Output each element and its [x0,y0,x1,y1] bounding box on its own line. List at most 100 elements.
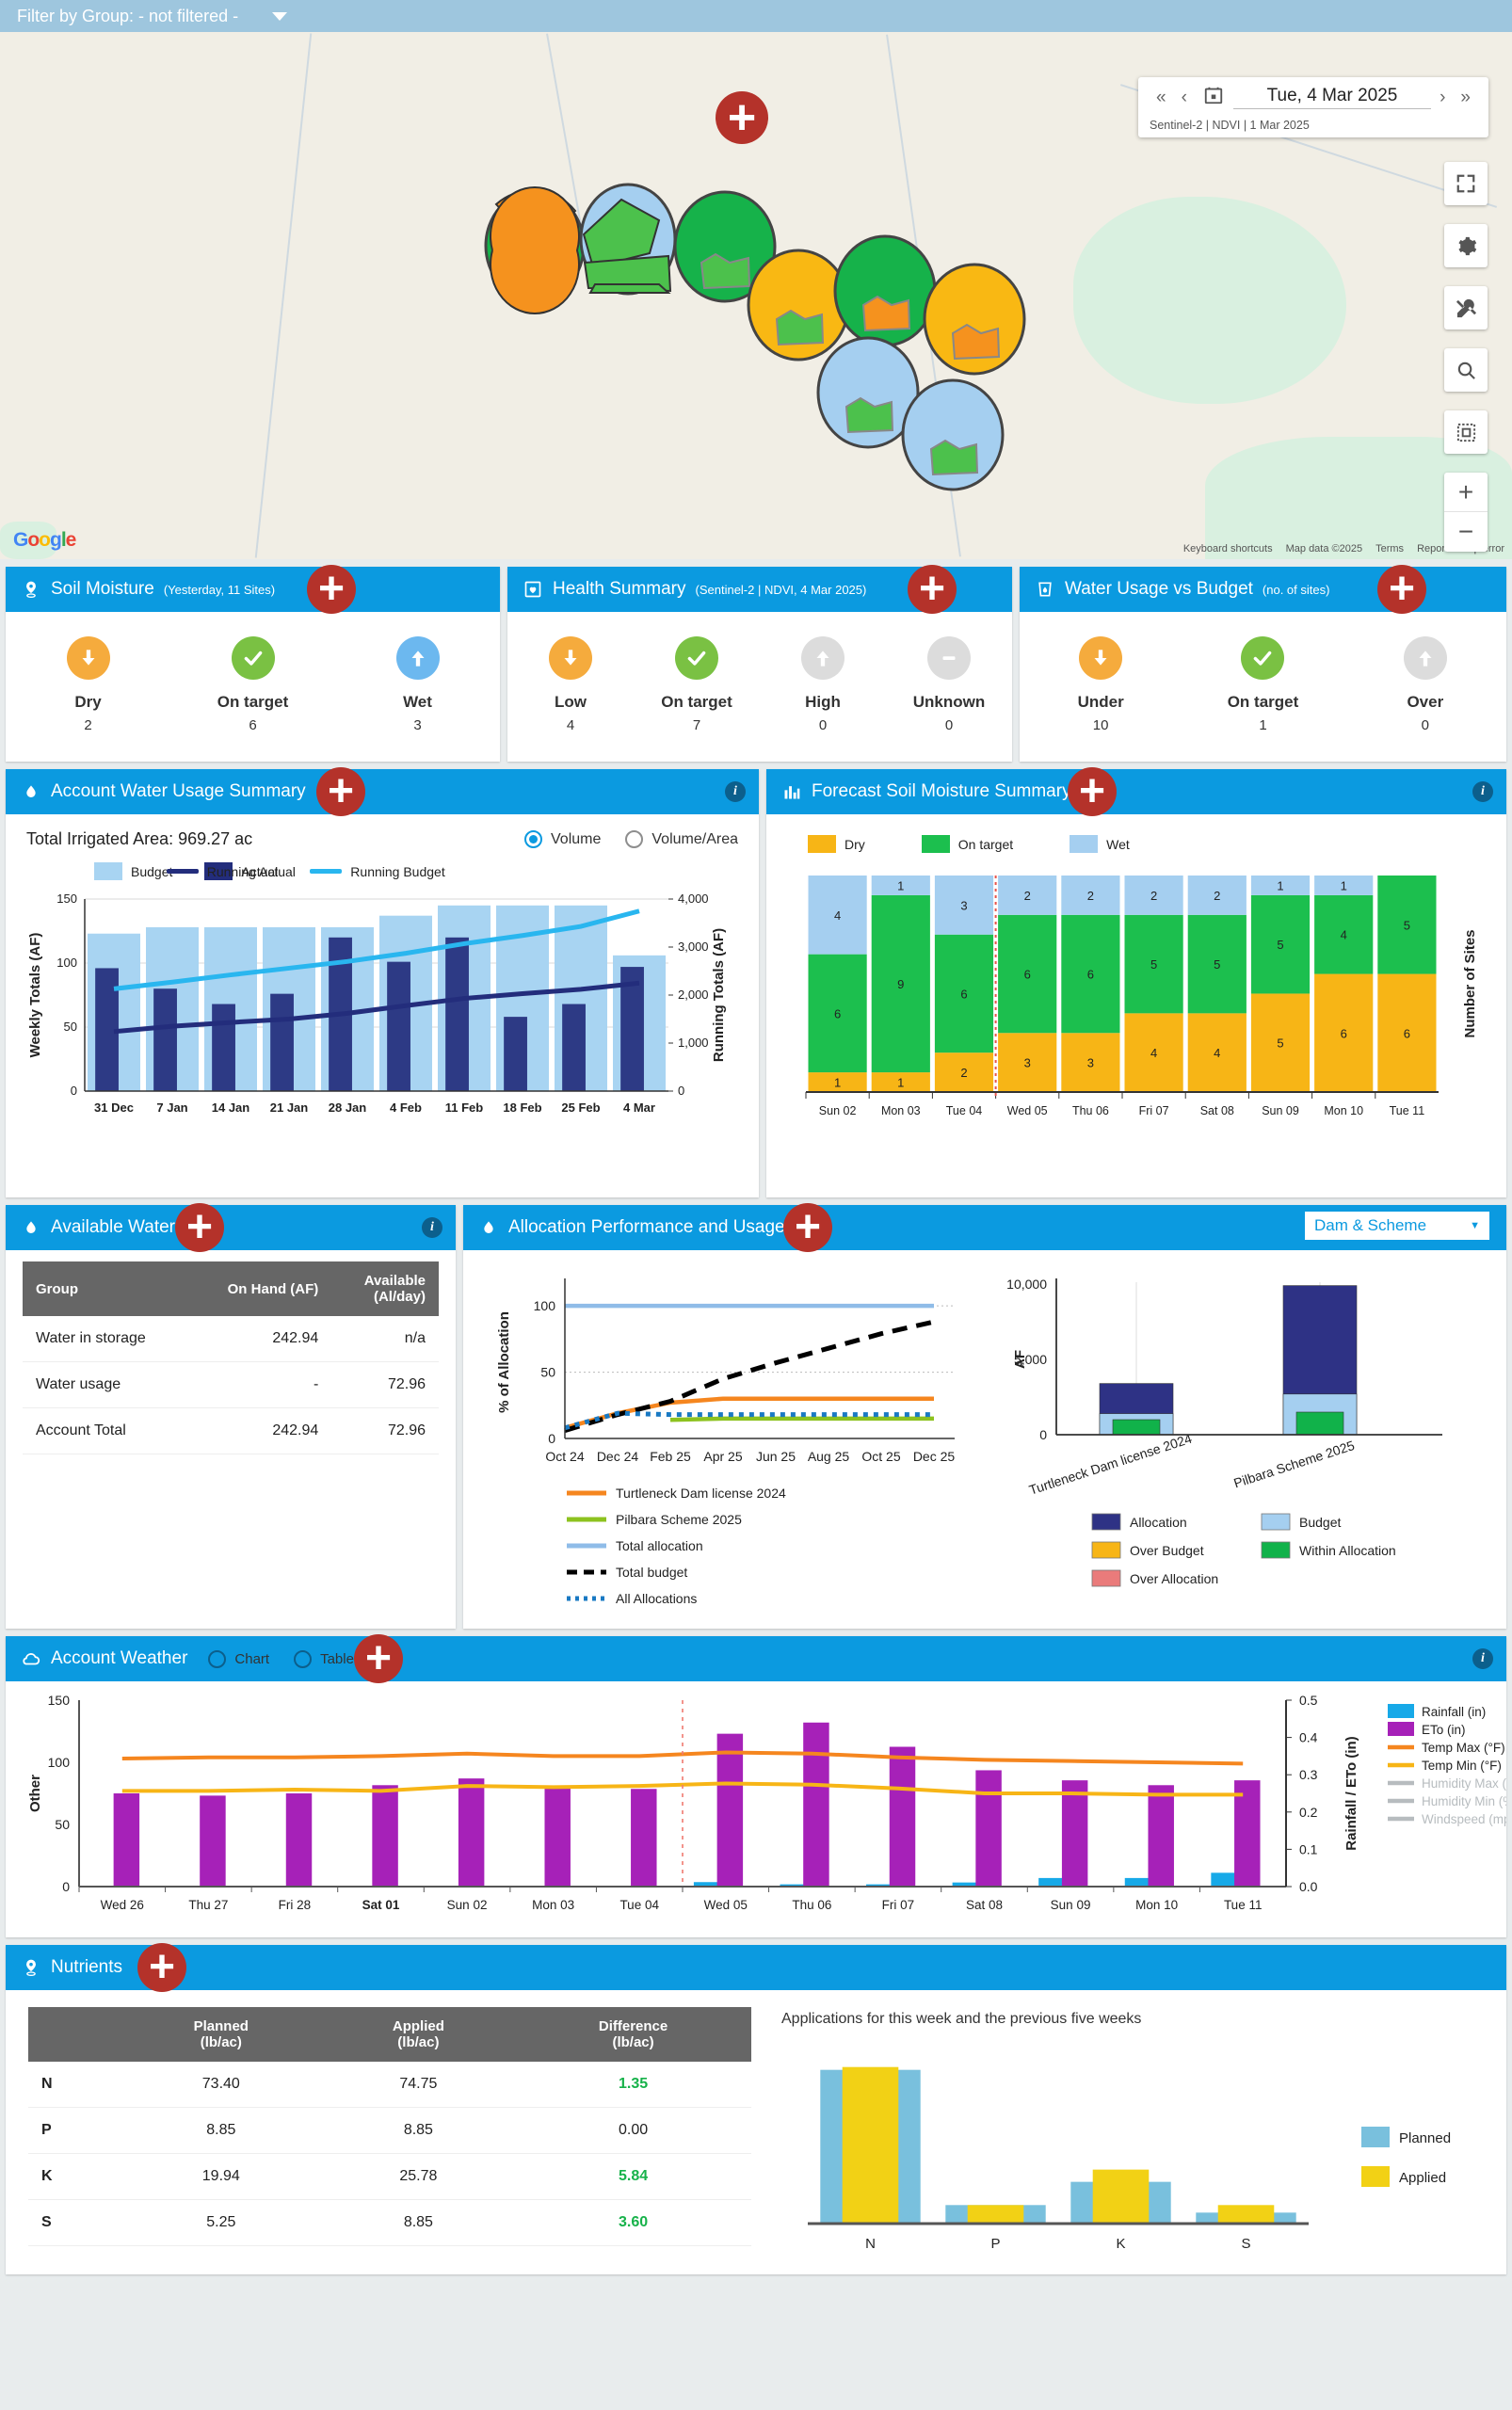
fullscreen-icon[interactable] [1444,162,1488,205]
field-map[interactable]: « ‹ Tue, 4 Mar 2025 › » Sentinel-2 | NDV… [0,32,1512,559]
svg-text:Turtleneck Dam license 2024: Turtleneck Dam license 2024 [1027,1431,1194,1498]
account-water-usage-title: Account Water Usage Summary [51,781,306,801]
radio-volume-label: Volume [551,830,602,847]
radio-table-circle[interactable] [294,1649,313,1668]
radio-table-view[interactable]: Table [294,1649,354,1668]
svg-text:0.0: 0.0 [1299,1879,1318,1894]
svg-text:Sun 09: Sun 09 [1262,1104,1299,1117]
svg-text:2: 2 [1214,889,1220,903]
map-add-widget-button[interactable] [716,91,768,144]
stat-value: 0 [818,717,828,733]
stat-over[interactable]: Over 0 [1344,636,1506,733]
svg-text:Rainfall / ETo (in): Rainfall / ETo (in) [1343,1736,1359,1850]
svg-text:5: 5 [1214,957,1220,972]
svg-text:25 Feb: 25 Feb [561,1101,600,1115]
terms-link[interactable]: Terms [1375,543,1405,554]
info-icon[interactable]: i [1472,781,1493,802]
svg-text:100: 100 [56,956,77,970]
stat-unknown[interactable]: Unknown 0 [886,636,1012,733]
info-icon[interactable]: i [1472,1648,1493,1669]
date-next-button[interactable]: › [1440,87,1446,107]
stat-wet[interactable]: Wet 3 [335,636,500,733]
allocation-scope-select[interactable]: Dam & Scheme ▼ [1305,1212,1489,1242]
stat-low[interactable]: Low 4 [507,636,634,733]
svg-text:Other: Other [27,1775,43,1812]
col-difference: Difference (lb/ac) [515,2007,751,2062]
svg-text:5: 5 [1150,957,1157,972]
svg-text:5: 5 [1404,918,1410,932]
allocation-header: Allocation Performance and Usage Dam & S… [463,1203,1506,1252]
svg-text:3: 3 [1024,1056,1031,1070]
chevron-down-icon[interactable]: ▼ [1470,1220,1480,1231]
zoom-in-button[interactable]: + [1444,473,1488,512]
svg-text:AF: AF [1012,1350,1028,1369]
svg-text:14 Jan: 14 Jan [212,1101,250,1115]
zoom-out-button[interactable]: − [1457,517,1474,546]
stat-dry[interactable]: Dry 2 [6,636,170,733]
svg-text:Pilbara Scheme 2025: Pilbara Scheme 2025 [1231,1438,1356,1491]
forecast-soil-moisture-add-button[interactable] [1068,767,1117,816]
gear-icon[interactable] [1444,224,1488,267]
stat-on-target[interactable]: On target 1 [1182,636,1343,733]
table-row: S 5.25 8.85 3.60 [28,2199,751,2246]
nutrients-add-button[interactable] [137,1943,186,1992]
chevron-down-icon[interactable] [272,11,288,21]
calendar-icon[interactable] [1203,85,1224,110]
radio-volume[interactable]: Volume [524,830,601,848]
map-date-picker[interactable]: « ‹ Tue, 4 Mar 2025 › » Sentinel-2 | NDV… [1138,77,1488,137]
svg-text:Fri 28: Fri 28 [279,1898,312,1912]
svg-text:Aug 25: Aug 25 [808,1449,850,1464]
date-value[interactable]: Tue, 4 Mar 2025 [1232,86,1432,109]
svg-text:2,000: 2,000 [678,988,709,1002]
svg-text:1: 1 [1277,878,1283,892]
info-icon[interactable]: i [422,1217,442,1238]
svg-text:0: 0 [1039,1427,1047,1442]
legend-actual: Actual [204,862,278,880]
stat-under[interactable]: Under 10 [1020,636,1182,733]
field-circles[interactable] [0,32,1512,559]
forecast-soil-moisture-card: Forecast Soil Moisture Summary i Dry On … [766,767,1506,1197]
available-water-add-button[interactable] [175,1203,224,1252]
radio-chart-view[interactable]: Chart [208,1649,269,1668]
group-filter-bar[interactable]: Filter by Group: - not filtered - [0,0,1512,32]
allocation-add-button[interactable] [783,1203,832,1252]
stat-high[interactable]: High 0 [760,636,886,733]
water-drop-icon [21,1217,41,1238]
date-prev-button[interactable]: ‹ [1181,87,1187,107]
radio-volume-area[interactable]: Volume/Area [625,830,738,848]
radio-volume-circle[interactable] [524,830,543,848]
legend-budget: Budget [94,862,172,880]
map-data-text: Map data ©2025 [1285,543,1363,554]
svg-text:All Allocations: All Allocations [616,1591,697,1606]
water-usage-budget-add-button[interactable] [1376,565,1426,614]
radio-volume-area-circle[interactable] [625,830,644,848]
date-first-button[interactable]: « [1156,87,1166,107]
account-weather-chart: 0 50 100 150 0.0 0.1 0.2 0.3 0.4 0.5 Wed 26 Thu 27 F… [27,1693,1512,1912]
stat-on-target[interactable]: On target 6 [170,636,335,733]
stat-on-target[interactable]: On target 7 [634,636,760,733]
svg-text:0.5: 0.5 [1299,1693,1318,1708]
date-last-button[interactable]: » [1460,87,1471,107]
svg-text:Oct 25: Oct 25 [861,1449,900,1464]
allocation-performance-chart: 0 50 100 Oct 24 Dec 24 Feb 25 Apr 25 Jun 25 Aug … [496,1278,955,1606]
svg-text:9: 9 [897,977,904,991]
svg-text:Feb 25: Feb 25 [650,1449,691,1464]
table-row: P 8.85 8.85 0.00 [28,2107,751,2154]
soil-moisture-add-button[interactable] [307,565,356,614]
svg-text:3,000: 3,000 [678,940,709,954]
svg-text:50: 50 [55,1817,70,1832]
keyboard-shortcuts-link[interactable]: Keyboard shortcuts [1182,543,1273,554]
info-icon[interactable]: i [725,781,746,802]
col-planned: Planned (lb/ac) [120,2007,322,2062]
svg-text:5: 5 [1277,1036,1283,1051]
radio-chart-circle[interactable] [208,1649,227,1668]
account-weather-add-button[interactable] [354,1634,403,1683]
tools-icon[interactable] [1444,286,1488,329]
account-water-usage-header: Account Water Usage Summary i [6,767,759,816]
search-icon[interactable] [1444,348,1488,392]
select-area-icon[interactable] [1444,410,1488,454]
svg-text:2: 2 [1024,889,1031,903]
health-summary-add-button[interactable] [908,565,957,614]
svg-text:Tue 04: Tue 04 [619,1898,659,1912]
account-water-usage-add-button[interactable] [316,767,365,816]
